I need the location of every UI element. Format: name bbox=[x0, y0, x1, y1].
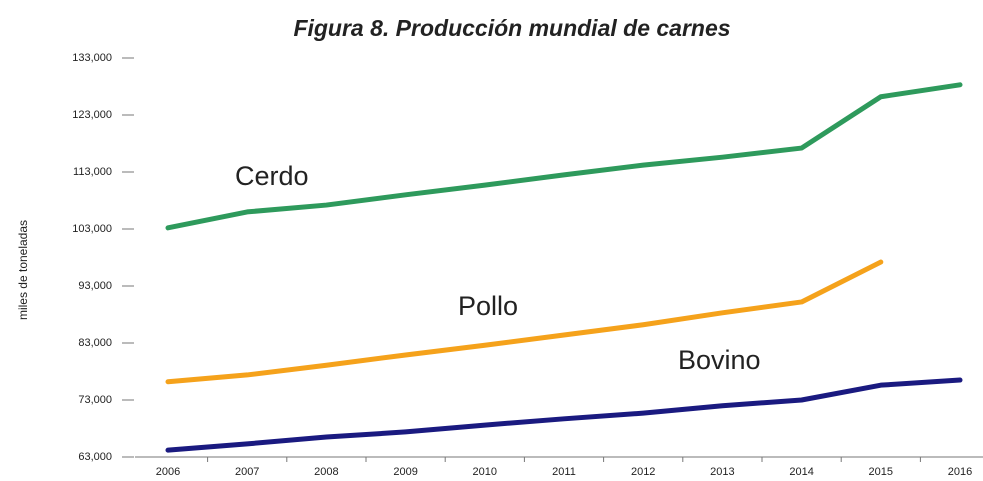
y-tick-label: 103,000 bbox=[72, 223, 112, 235]
x-tick-label: 2006 bbox=[156, 466, 180, 478]
x-tick-label: 2011 bbox=[552, 466, 576, 478]
series-line bbox=[165, 377, 963, 453]
series-line bbox=[165, 259, 884, 385]
series-label: Pollo bbox=[458, 291, 518, 321]
x-tick-label: 2008 bbox=[314, 466, 338, 478]
y-tick-label: 63,000 bbox=[78, 451, 112, 463]
chart-title: Figura 8. Producción mundial de carnes bbox=[293, 15, 730, 41]
y-tick-label: 83,000 bbox=[78, 337, 112, 349]
series-line bbox=[165, 82, 963, 231]
x-tick-label: 2013 bbox=[710, 466, 734, 478]
series-label: Cerdo bbox=[235, 161, 309, 191]
series-label: Bovino bbox=[678, 345, 761, 375]
y-tick-label: 93,000 bbox=[78, 280, 112, 292]
x-tick-label: 2010 bbox=[473, 466, 497, 478]
y-axis-label: miles de toneladas bbox=[16, 220, 30, 320]
y-tick-label: 73,000 bbox=[78, 394, 112, 406]
x-tick-label: 2014 bbox=[789, 466, 813, 478]
x-tick-label: 2015 bbox=[869, 466, 893, 478]
x-tick-label: 2007 bbox=[235, 466, 259, 478]
x-tick-label: 2016 bbox=[948, 466, 972, 478]
y-tick-label: 123,000 bbox=[72, 109, 112, 121]
y-tick-label: 113,000 bbox=[73, 166, 112, 178]
x-tick-label: 2009 bbox=[393, 466, 417, 478]
x-tick-label: 2012 bbox=[631, 466, 655, 478]
y-tick-label: 133,000 bbox=[72, 52, 112, 64]
